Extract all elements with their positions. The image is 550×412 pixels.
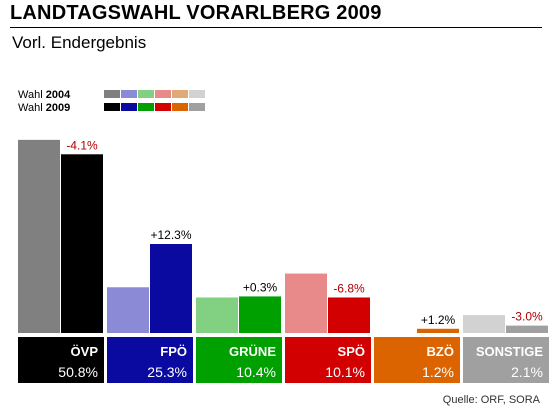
page-subtitle: Vorl. Endergebnis xyxy=(12,33,147,52)
value-label-4: 10.1% xyxy=(325,364,365,380)
legend-swatch-2004-2 xyxy=(121,90,137,98)
bar-2009-4 xyxy=(328,297,370,333)
bar-2009-6 xyxy=(506,325,548,333)
category-label-3: GRÜNE xyxy=(229,344,276,359)
bars: -4.1% +12.3% +0.3% -6.8% +1.2% -3.0% xyxy=(18,138,548,333)
bar-2004-4 xyxy=(285,273,327,333)
legend-swatch-2004-6 xyxy=(189,90,205,98)
value-label-2: 25.3% xyxy=(147,364,187,380)
category-panel-3 xyxy=(196,337,282,383)
legend-label-2009: Wahl 2009 xyxy=(18,102,70,114)
category-panel-6 xyxy=(463,337,549,383)
value-label-1: 50.8% xyxy=(58,364,98,380)
change-label-5: +1.2% xyxy=(421,313,456,327)
bar-2009-3 xyxy=(239,296,281,333)
source-note: Quelle: ORF, SORA xyxy=(442,394,540,406)
change-label-3: +0.3% xyxy=(243,280,278,294)
bar-2004-6 xyxy=(463,315,505,333)
bar-2004-2 xyxy=(107,287,149,333)
value-label-5: 1.2% xyxy=(422,364,454,380)
legend-swatch-2009-6 xyxy=(189,103,205,111)
category-panel-4 xyxy=(285,337,371,383)
legend-swatch-2009-3 xyxy=(138,103,154,111)
bar-2004-3 xyxy=(196,297,238,333)
value-label-3: 10.4% xyxy=(236,364,276,380)
bar-2009-1 xyxy=(61,154,103,333)
category-label-6: SONSTIGE xyxy=(476,344,544,359)
page-title: LANDTAGSWAHL VORARLBERG 2009 xyxy=(10,2,382,24)
legend-swatch-2004-3 xyxy=(138,90,154,98)
category-label-4: SPÖ xyxy=(338,344,365,359)
category-label-5: BZÖ xyxy=(427,344,454,359)
change-label-6: -3.0% xyxy=(511,310,543,324)
bar-2004-1 xyxy=(18,139,60,333)
legend-swatch-2004-1 xyxy=(104,90,120,98)
category-panel-1 xyxy=(18,337,104,383)
change-label-4: -6.8% xyxy=(333,281,365,295)
legend-swatch-2009-4 xyxy=(155,103,171,111)
legend-swatch-2009-2 xyxy=(121,103,137,111)
legend-swatch-2004-5 xyxy=(172,90,188,98)
category-panel-5 xyxy=(374,337,460,383)
title-divider xyxy=(10,27,542,28)
category-label-2: FPÖ xyxy=(160,344,187,359)
value-label-6: 2.1% xyxy=(511,364,543,380)
bar-2009-5 xyxy=(417,328,459,333)
legend-swatch-2009-1 xyxy=(104,103,120,111)
change-label-2: +12.3% xyxy=(150,228,191,242)
category-panels: ÖVP 50.8% FPÖ 25.3% GRÜNE 10.4% SPÖ 10.1% BZÖ 1.2… xyxy=(18,337,549,383)
category-panel-2 xyxy=(107,337,193,383)
bar-2009-2 xyxy=(150,243,192,333)
legend-swatch-2009-5 xyxy=(172,103,188,111)
change-label-1: -4.1% xyxy=(66,138,98,152)
legend-swatch-2004-4 xyxy=(155,90,171,98)
category-label-1: ÖVP xyxy=(71,344,99,359)
legend-label-2004: Wahl 2004 xyxy=(18,89,71,101)
